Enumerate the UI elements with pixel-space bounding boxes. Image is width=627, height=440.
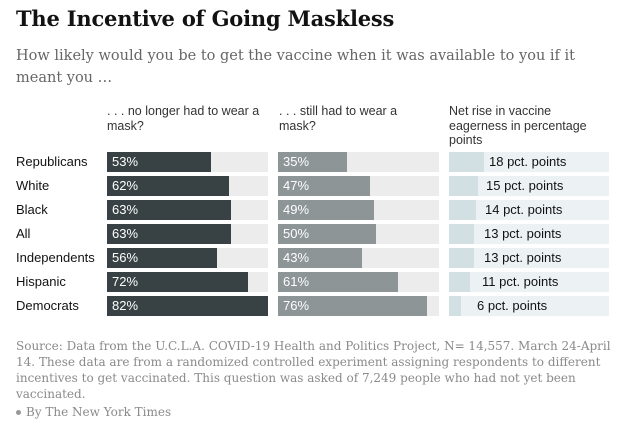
row-label: White xyxy=(16,178,50,193)
net-rise-track: 18 pct. points xyxy=(449,152,609,172)
net-rise-bar xyxy=(449,224,474,244)
net-rise-value-label: 18 pct. points xyxy=(489,154,567,169)
chart-subtitle: How likely would you be to get the vacci… xyxy=(16,48,575,86)
column-header-still-mask: . . . still had to wear a mask? xyxy=(279,104,398,133)
row-label: All xyxy=(16,226,31,241)
still-mask-track: 76% xyxy=(278,296,439,316)
row-label: Black xyxy=(16,202,48,217)
column-header-net-rise: Net rise in vaccine eagerness in percent… xyxy=(449,104,587,147)
no-mask-value-label: 62% xyxy=(112,178,139,193)
still-mask-value-label: 61% xyxy=(283,274,310,289)
net-rise-value-label: 15 pct. points xyxy=(486,178,564,193)
no-mask-value-label: 56% xyxy=(112,250,139,265)
net-rise-track: 14 pct. points xyxy=(449,200,609,220)
still-mask-track: 61% xyxy=(278,272,439,292)
source-note: Source: Data from the U.C.L.A. COVID-19 … xyxy=(16,339,611,401)
still-mask-value-label: 43% xyxy=(283,250,310,265)
no-mask-bar xyxy=(107,224,231,244)
still-mask-track: 49% xyxy=(278,200,439,220)
still-mask-bar xyxy=(278,176,370,196)
still-mask-bar xyxy=(278,296,427,316)
still-mask-bar xyxy=(278,224,376,244)
credit-line: By The New York Times xyxy=(16,404,171,420)
no-mask-bar xyxy=(107,200,231,220)
net-rise-value-label: 14 pct. points xyxy=(485,202,563,217)
column-header-no-mask: . . . no longer had to wear a mask? xyxy=(107,104,260,133)
net-rise-bar xyxy=(449,200,476,220)
net-rise-bar xyxy=(449,176,478,196)
still-mask-track: 35% xyxy=(278,152,439,172)
row-label: Hispanic xyxy=(16,274,66,289)
row-label: Democrats xyxy=(16,298,79,313)
still-mask-value-label: 76% xyxy=(283,298,310,313)
still-mask-bar xyxy=(278,248,362,268)
no-mask-value-label: 72% xyxy=(112,274,139,289)
still-mask-bar xyxy=(278,272,398,292)
no-mask-track: 63% xyxy=(107,224,268,244)
no-mask-track: 56% xyxy=(107,248,268,268)
still-mask-track: 43% xyxy=(278,248,439,268)
no-mask-bar xyxy=(107,152,211,172)
no-mask-track: 72% xyxy=(107,272,268,292)
row-label: Republicans xyxy=(16,154,88,169)
net-rise-track: 13 pct. points xyxy=(449,224,609,244)
net-rise-track: 6 pct. points xyxy=(449,296,609,316)
net-rise-track: 11 pct. points xyxy=(449,272,609,292)
net-rise-value-label: 11 pct. points xyxy=(482,274,559,289)
no-mask-value-label: 63% xyxy=(112,202,139,217)
still-mask-track: 47% xyxy=(278,176,439,196)
no-mask-value-label: 82% xyxy=(112,298,139,313)
no-mask-bar xyxy=(107,176,229,196)
row-label: Independents xyxy=(16,250,95,265)
still-mask-value-label: 35% xyxy=(283,154,310,169)
no-mask-track: 62% xyxy=(107,176,268,196)
net-rise-value-label: 13 pct. points xyxy=(484,226,562,241)
net-rise-bar xyxy=(449,296,461,316)
bullet-dot-icon xyxy=(16,410,21,415)
still-mask-value-label: 47% xyxy=(283,178,310,193)
no-mask-value-label: 53% xyxy=(112,154,139,169)
still-mask-value-label: 50% xyxy=(283,226,310,241)
no-mask-bar xyxy=(107,296,268,316)
net-rise-bar xyxy=(449,152,484,172)
net-rise-track: 15 pct. points xyxy=(449,176,609,196)
no-mask-track: 63% xyxy=(107,200,268,220)
no-mask-bar xyxy=(107,248,217,268)
no-mask-bar xyxy=(107,272,248,292)
net-rise-bar xyxy=(449,272,470,292)
net-rise-value-label: 13 pct. points xyxy=(484,250,562,265)
net-rise-bar xyxy=(449,248,474,268)
credit-text: By The New York Times xyxy=(26,405,172,419)
no-mask-value-label: 63% xyxy=(112,226,139,241)
no-mask-track: 53% xyxy=(107,152,268,172)
still-mask-value-label: 49% xyxy=(283,202,310,217)
chart-title: The Incentive of Going Maskless xyxy=(16,6,395,31)
net-rise-track: 13 pct. points xyxy=(449,248,609,268)
net-rise-value-label: 6 pct. points xyxy=(477,298,548,313)
still-mask-bar xyxy=(278,200,374,220)
no-mask-track: 82% xyxy=(107,296,268,316)
still-mask-track: 50% xyxy=(278,224,439,244)
still-mask-bar xyxy=(278,152,347,172)
